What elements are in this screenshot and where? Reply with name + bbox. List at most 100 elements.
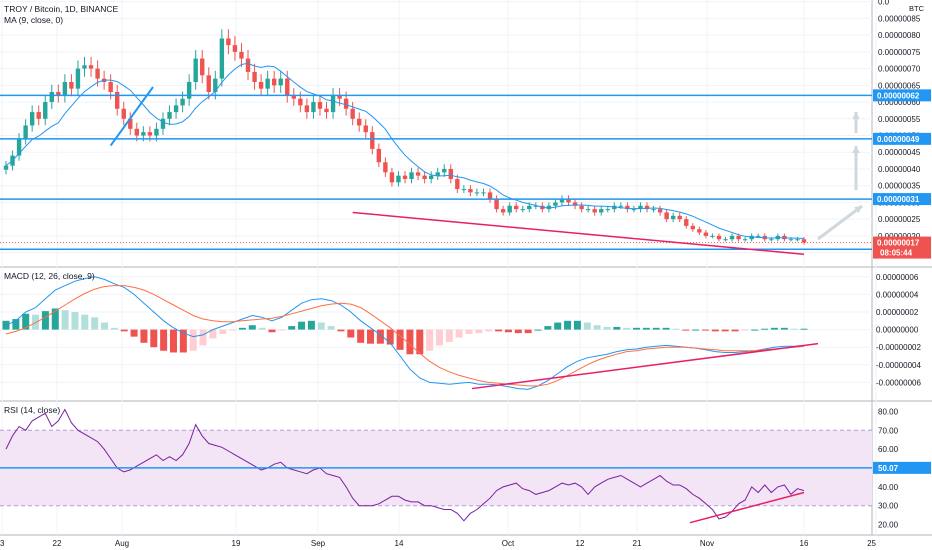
candle-body bbox=[396, 175, 401, 183]
macd-histogram-bar bbox=[741, 329, 749, 331]
ma-line bbox=[5, 62, 805, 239]
candle-body bbox=[442, 168, 447, 173]
macd-pane[interactable] bbox=[2, 276, 808, 390]
macd-histogram-bar bbox=[386, 329, 394, 345]
macd-histogram-bar bbox=[524, 329, 532, 334]
time-tick-label: 25 bbox=[867, 539, 876, 548]
level-price-tag-label: 0.00000031 bbox=[877, 195, 920, 204]
candle-body bbox=[108, 81, 113, 93]
projection-arrow bbox=[817, 204, 863, 241]
price-tick-label: 0.0 bbox=[878, 0, 890, 7]
candle-body bbox=[553, 202, 558, 206]
macd-histogram-bar bbox=[130, 329, 138, 337]
candle-body bbox=[88, 65, 94, 69]
candle-body bbox=[330, 95, 336, 113]
rsi-tick-label: 30.00 bbox=[878, 502, 899, 511]
candle-body bbox=[114, 92, 120, 109]
candle-body bbox=[258, 81, 264, 89]
candle-body bbox=[193, 58, 198, 82]
price-tick-label: 0.00000020 bbox=[878, 232, 921, 241]
price-pane[interactable] bbox=[3, 29, 807, 245]
price-tick-label: 0.00000025 bbox=[878, 215, 921, 224]
candle-body bbox=[566, 199, 571, 203]
macd-histogram-bar bbox=[642, 327, 650, 330]
candle-body bbox=[801, 239, 807, 243]
macd-histogram-bar bbox=[800, 328, 808, 330]
candle-body bbox=[43, 102, 48, 119]
candle-body bbox=[677, 215, 682, 220]
candle-body bbox=[265, 78, 270, 89]
macd-histogram-bar bbox=[780, 327, 788, 330]
time-tick-label: 21 bbox=[633, 539, 642, 548]
macd-histogram-bar bbox=[91, 317, 99, 330]
macd-histogram-bar bbox=[445, 329, 453, 342]
price-tick-label: 0.00000085 bbox=[878, 14, 921, 23]
candle-body bbox=[664, 212, 669, 220]
candle-body bbox=[49, 92, 54, 103]
rsi-tick-label: 70.00 bbox=[878, 426, 899, 435]
macd-histogram-bar bbox=[51, 308, 59, 330]
rsi-pane[interactable] bbox=[5, 408, 805, 522]
candle-body bbox=[500, 209, 506, 213]
level-price-tag bbox=[873, 132, 931, 145]
candle-body bbox=[572, 202, 578, 206]
macd-line bbox=[5, 276, 805, 390]
candle-body bbox=[631, 209, 637, 211]
macd-histogram-bar bbox=[189, 329, 197, 351]
macd-histogram-bar bbox=[376, 329, 384, 344]
candle-body bbox=[638, 205, 643, 210]
candle-body bbox=[383, 162, 388, 173]
rsi-legend: RSI (14, close) bbox=[4, 405, 61, 415]
macd-tick-label: 0.00000000 bbox=[876, 326, 919, 335]
level-price-tag bbox=[873, 89, 931, 102]
candle-body bbox=[415, 172, 421, 176]
macd-histogram-bar bbox=[682, 329, 690, 331]
price-tick-label: 0.00000035 bbox=[878, 182, 921, 191]
candle-body bbox=[749, 235, 754, 240]
projection-arrow-head bbox=[854, 206, 862, 214]
rsi-tick-label: 60.00 bbox=[878, 445, 899, 454]
rsi-tick-label: 40.00 bbox=[878, 483, 899, 492]
time-axis[interactable]: 3 22 Aug 19 Sep 14 Oct 12 21 Nov 16 25 bbox=[0, 539, 877, 548]
candle-body bbox=[311, 102, 316, 113]
macd-histogram-bar bbox=[455, 329, 463, 338]
time-tick-label: Aug bbox=[115, 539, 129, 548]
macd-histogram-bar bbox=[435, 329, 443, 346]
price-axis[interactable]: 0.0 0.00000085 0.00000080 0.00000075 0.00000… bbox=[873, 0, 931, 530]
macd-histogram-bar bbox=[593, 325, 601, 330]
macd-histogram-bar bbox=[426, 329, 434, 351]
projection-arrow-head bbox=[852, 112, 860, 120]
macd-histogram-bar bbox=[603, 326, 611, 330]
candle-body bbox=[121, 108, 126, 119]
candle-body bbox=[62, 81, 68, 96]
time-tick-label: 3 bbox=[0, 539, 5, 548]
rsi-trendline bbox=[689, 491, 805, 524]
candle-body bbox=[703, 232, 709, 236]
candle-body bbox=[422, 175, 427, 180]
macd-histogram-bar bbox=[238, 327, 246, 330]
candle-body bbox=[278, 78, 283, 86]
macd-tick-label: 0.00000006 bbox=[876, 273, 919, 282]
candle-body bbox=[756, 235, 761, 237]
time-tick-label: Nov bbox=[700, 539, 714, 548]
macd-histogram-bar bbox=[367, 329, 375, 344]
time-tick-label: 12 bbox=[576, 539, 585, 548]
macd-histogram-bar bbox=[564, 320, 572, 330]
candle-body bbox=[128, 118, 133, 129]
countdown-label: 08:05:44 bbox=[880, 249, 913, 258]
candle-body bbox=[252, 71, 257, 82]
candle-body bbox=[690, 225, 696, 230]
candle-body bbox=[527, 205, 532, 210]
candle-body bbox=[56, 92, 61, 96]
macd-histogram-bar bbox=[41, 311, 49, 330]
last-price-tag-label: 0.00000017 bbox=[877, 239, 920, 248]
rsi-level-tag-label: 50.07 bbox=[878, 464, 899, 473]
macd-histogram-bar bbox=[71, 312, 79, 330]
macd-histogram-bar bbox=[22, 313, 30, 330]
candle-body bbox=[435, 172, 440, 176]
drawings-overlay[interactable] bbox=[0, 86, 872, 524]
macd-histogram-bar bbox=[81, 314, 89, 330]
price-tick-label: 0.00000040 bbox=[878, 165, 921, 174]
candle-body bbox=[448, 168, 453, 180]
